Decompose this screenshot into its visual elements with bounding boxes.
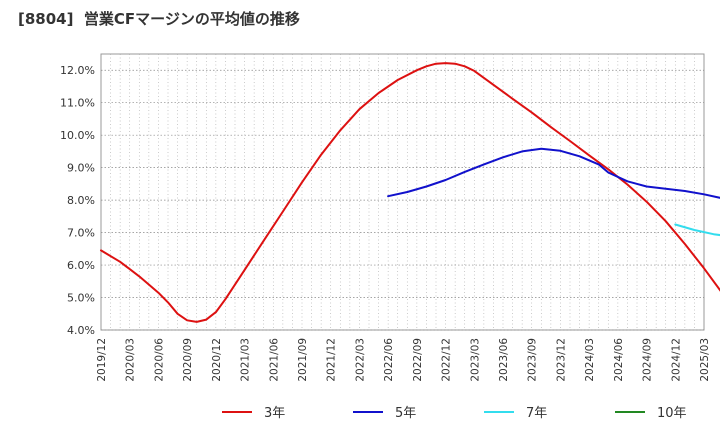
x-tick-label: 2021/09 xyxy=(297,338,309,382)
x-tick-label: 2022/12 xyxy=(441,338,453,382)
y-tick-label: 4.0% xyxy=(67,324,95,337)
legend: 3年 5年 7年 10年 xyxy=(222,406,687,421)
series-line-7年 xyxy=(674,223,720,237)
plot-area xyxy=(100,53,705,331)
series-line-3年 xyxy=(100,62,720,323)
legend-label: 7年 xyxy=(526,406,547,421)
series xyxy=(100,62,720,323)
x-tick-label: 2024/03 xyxy=(584,338,596,382)
legend-label: 10年 xyxy=(657,406,687,421)
series-line-5年 xyxy=(387,147,720,199)
x-tick-label: 2021/03 xyxy=(240,338,252,382)
x-tick-label: 2020/06 xyxy=(153,338,165,382)
y-tick-label: 8.0% xyxy=(67,194,95,207)
y-tick-label: 9.0% xyxy=(67,162,95,175)
x-tick-label: 2022/06 xyxy=(383,338,395,382)
y-tick-label: 6.0% xyxy=(67,259,95,272)
x-tick-label: 2024/09 xyxy=(642,338,654,382)
x-tick-label: 2022/09 xyxy=(412,338,424,382)
y-tick-label: 12.0% xyxy=(60,64,95,77)
y-tick-label: 7.0% xyxy=(67,227,95,240)
x-tick-label: 2020/03 xyxy=(125,338,137,382)
x-tick-label: 2020/12 xyxy=(211,338,223,382)
grid xyxy=(101,54,704,331)
legend-label: 5年 xyxy=(395,406,416,421)
x-tick-label: 2023/09 xyxy=(527,338,539,382)
x-tick-label: 2024/12 xyxy=(670,338,682,382)
y-axis-ticks: 4.0% 5.0% 6.0% 7.0% 8.0% 9.0% 10.0% 11.0% 12.0% xyxy=(60,64,95,337)
y-tick-label: 10.0% xyxy=(60,129,95,142)
x-tick-label: 2025/03 xyxy=(699,338,711,382)
x-tick-label: 2020/09 xyxy=(182,338,194,382)
x-tick-label: 2023/03 xyxy=(469,338,481,382)
x-tick-label: 2023/12 xyxy=(555,338,567,382)
y-tick-label: 11.0% xyxy=(60,97,95,110)
legend-label: 3年 xyxy=(264,406,285,421)
x-tick-label: 2023/06 xyxy=(498,338,510,382)
chart-title: [8804] 営業CFマージンの平均値の推移 xyxy=(18,10,300,28)
x-tick-label: 2019/12 xyxy=(96,338,108,382)
x-tick-label: 2021/06 xyxy=(268,338,280,382)
x-axis-ticks: 2019/12 2020/03 2020/06 2020/09 2020/12 2021/… xyxy=(96,338,711,382)
x-tick-label: 2024/06 xyxy=(613,338,625,382)
x-tick-label: 2022/03 xyxy=(354,338,366,382)
y-tick-label: 5.0% xyxy=(67,292,95,305)
x-tick-label: 2021/12 xyxy=(326,338,338,382)
